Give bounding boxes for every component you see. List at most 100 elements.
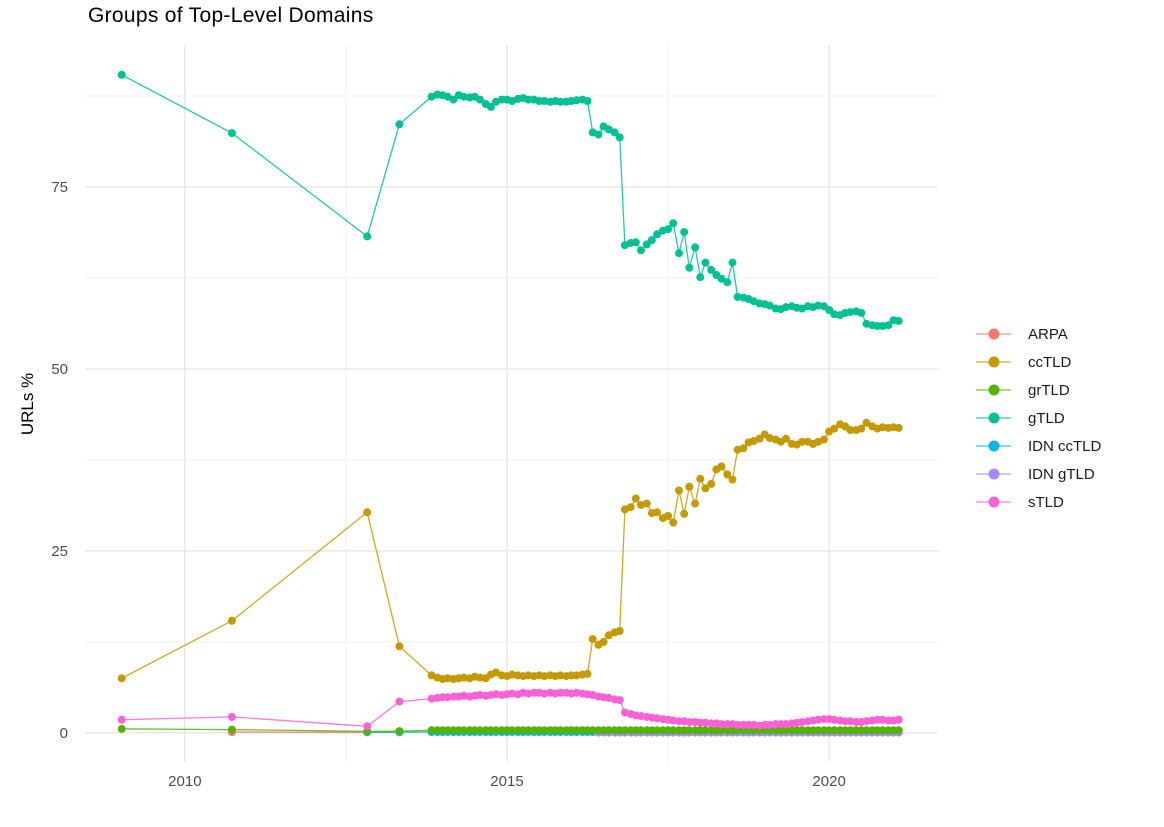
data-point-gtld [728, 258, 737, 267]
data-point-grtld [540, 726, 549, 735]
data-point-cctld [717, 462, 726, 471]
chart-title: Groups of Top-Level Domains [88, 4, 374, 27]
y-tick-label: 50 [51, 361, 68, 378]
series-cctld [117, 418, 903, 683]
data-point-gtld [680, 228, 689, 237]
data-point-grtld [620, 726, 629, 735]
data-point-gtld [117, 70, 126, 79]
data-point-stld [556, 688, 565, 697]
data-point-gtld [669, 219, 678, 228]
series-grtld [117, 724, 903, 736]
data-point-grtld [717, 726, 726, 735]
legend-label-stld: sTLD [1028, 493, 1064, 511]
data-point-cctld [894, 423, 903, 432]
data-point-gtld [583, 97, 592, 105]
data-point-gtld [631, 238, 640, 247]
data-point-cctld [395, 642, 404, 651]
data-point-gtld [615, 133, 624, 142]
data-point-cctld [556, 671, 565, 680]
data-point-cctld [642, 499, 651, 508]
data-point-stld [749, 720, 758, 729]
data-point-gtld [691, 243, 700, 252]
data-point-gtld [675, 249, 683, 258]
data-point-cctld [685, 482, 694, 491]
data-point-cctld [475, 673, 484, 682]
data-point-grtld [846, 726, 855, 735]
data-point-stld [701, 718, 710, 727]
data-point-grtld [862, 726, 871, 735]
data-point-grtld [782, 726, 790, 735]
series-gtld [117, 70, 903, 330]
data-point-stld [685, 718, 694, 726]
data-point-cctld [857, 424, 866, 433]
legend-label-idn-gtld: IDN gTLD [1028, 465, 1095, 483]
data-point-stld [459, 691, 468, 700]
legend-key-grtld [976, 384, 1011, 397]
data-point-cctld [707, 479, 716, 488]
data-point-gtld [701, 258, 710, 267]
data-point-gtld [486, 102, 495, 111]
data-point-grtld [524, 726, 533, 735]
data-point-cctld [631, 494, 640, 503]
data-point-stld [830, 715, 839, 724]
data-point-cctld [443, 674, 452, 683]
data-point-gtld [685, 263, 694, 272]
data-point-gtld [459, 92, 468, 101]
data-point-cctld [583, 669, 592, 678]
data-point-gtld [717, 274, 726, 283]
data-point-gtld [395, 120, 404, 129]
data-point-gtld [610, 128, 619, 137]
data-point-cctld [862, 418, 871, 427]
legend-dot-icon [988, 496, 999, 508]
data-point-stld [227, 712, 236, 721]
data-point-gtld [653, 230, 662, 239]
data-point-cctld [798, 437, 807, 446]
data-point-grtld [604, 726, 613, 735]
x-tick-label: 2020 [812, 773, 845, 790]
legend-dot-icon [988, 384, 999, 396]
data-point-gtld [637, 246, 645, 255]
legend-label-idn-cctld: IDN ccTLD [1028, 437, 1102, 455]
legend-dot-icon [988, 440, 999, 452]
data-point-grtld [443, 726, 452, 735]
data-point-grtld [556, 726, 565, 735]
data-point-gtld [857, 308, 866, 317]
data-point-gtld [707, 265, 716, 274]
data-point-grtld [492, 726, 500, 735]
data-point-cctld [588, 635, 597, 643]
data-point-grtld [637, 726, 645, 735]
legend: ARPA ccTLD grTLD gTLD IDN ccTLD IDN gTLD sTLD [976, 320, 1101, 516]
legend-item-stld: sTLD [976, 488, 1101, 516]
data-point-stld [862, 717, 871, 726]
data-point-grtld [830, 726, 839, 735]
data-point-gtld [664, 225, 673, 234]
data-point-cctld [664, 512, 673, 520]
data-point-stld [814, 715, 823, 724]
y-axis-title: URLs % [18, 372, 37, 436]
data-point-gtld [696, 273, 705, 282]
data-point-gtld [572, 96, 581, 105]
data-point-cctld [227, 616, 236, 625]
data-point-gtld [449, 95, 458, 104]
legend-item-grtld: grTLD [976, 376, 1101, 404]
data-point-grtld [459, 726, 468, 735]
legend-item-gtld: gTLD [976, 404, 1101, 432]
data-point-cctld [830, 424, 839, 433]
data-point-stld [733, 720, 742, 729]
data-point-stld [508, 689, 517, 698]
data-point-gtld [363, 232, 372, 241]
data-point-cctld [540, 672, 549, 681]
legend-item-idn-cctld: IDN ccTLD [976, 432, 1101, 460]
data-point-cctld [117, 674, 126, 683]
data-point-grtld [685, 726, 694, 735]
data-point-cctld [696, 474, 705, 483]
series-line-gtld [121, 74, 899, 327]
legend-key-idn-gtld [976, 468, 1011, 481]
data-point-cctld [878, 423, 887, 432]
data-point-cctld [728, 475, 737, 484]
data-point-stld [782, 720, 790, 729]
data-point-cctld [820, 435, 828, 444]
data-point-grtld [475, 726, 484, 735]
legend-dot-icon [988, 412, 999, 424]
